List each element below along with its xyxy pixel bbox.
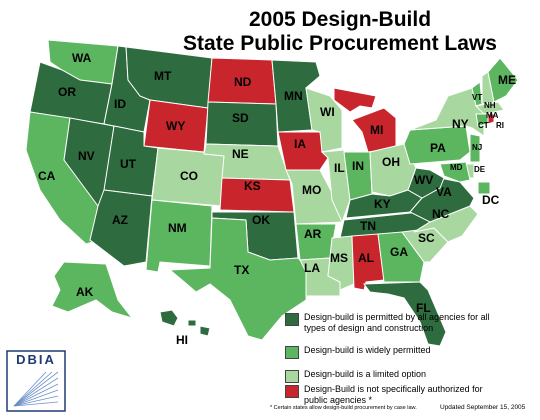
map-title-line2: State Public Procurement Laws	[183, 32, 497, 55]
label-wv: WV	[414, 173, 433, 187]
state-nj	[469, 133, 481, 163]
state-wv	[407, 167, 445, 199]
label-ms: MS	[330, 251, 348, 265]
label-ar: AR	[304, 227, 322, 241]
label-in: IN	[352, 159, 364, 173]
label-sc: SC	[418, 231, 435, 245]
state-labels: WA OR CA NV ID MT WY UT AZ CO NM ND SD N…	[38, 51, 516, 347]
label-ne: NE	[232, 147, 249, 161]
footnote: * Certain states allow design-build proc…	[270, 405, 417, 411]
label-nc: NC	[432, 207, 450, 221]
label-de: DE	[474, 165, 486, 174]
label-ca: CA	[38, 169, 56, 183]
legend-label-light-green: Design-build is a limited option	[304, 369, 427, 379]
label-sd: SD	[232, 111, 249, 125]
label-mn: MN	[284, 89, 303, 103]
label-dc: DC	[482, 193, 500, 207]
label-al: AL	[358, 251, 374, 265]
label-ma: MA	[486, 111, 499, 120]
label-pa: PA	[430, 141, 446, 155]
state-ia	[277, 131, 329, 171]
dbia-logo	[6, 350, 66, 412]
label-nm: NM	[168, 221, 187, 235]
label-ny: NY	[452, 117, 469, 131]
label-va: VA	[436, 185, 452, 199]
label-nh: NH	[484, 101, 496, 110]
label-mi: MI	[370, 123, 383, 137]
label-ia: IA	[294, 137, 306, 151]
state-shapes	[25, 39, 519, 347]
state-tx	[168, 217, 309, 341]
legend-swatch-light-green	[285, 370, 299, 383]
label-fl: FL	[416, 301, 431, 315]
label-ks: KS	[244, 179, 261, 193]
label-tx: TX	[234, 263, 249, 277]
label-la: LA	[304, 261, 320, 275]
state-nm	[145, 199, 213, 273]
map-title-line1: 2005 Design-Build	[248, 8, 432, 31]
state-me	[487, 57, 519, 103]
label-or: OR	[58, 85, 76, 99]
state-il	[320, 149, 351, 224]
label-nj: NJ	[472, 143, 482, 152]
label-nv: NV	[78, 149, 95, 163]
state-hi	[159, 309, 211, 337]
label-ut: UT	[120, 157, 137, 171]
legend-swatch-dark-green	[285, 313, 299, 326]
label-me: ME	[498, 73, 516, 87]
state-ri	[487, 113, 495, 125]
label-co: CO	[180, 169, 198, 183]
label-ri: RI	[496, 121, 504, 130]
state-mi	[333, 87, 397, 153]
legend-label-red: Design-Build is not specifically authori…	[304, 384, 483, 405]
label-ky: KY	[374, 197, 391, 211]
label-il: IL	[334, 161, 345, 175]
label-oh: OH	[382, 155, 400, 169]
label-wy: WY	[166, 119, 185, 133]
legend-label-dark-green: Design-build is permitted by all agencie…	[304, 312, 490, 333]
label-ga: GA	[390, 245, 408, 259]
legend-swatch-medium-green	[285, 346, 299, 359]
label-az: AZ	[112, 213, 128, 227]
state-md	[439, 161, 471, 183]
label-nd: ND	[234, 75, 252, 89]
label-hi: HI	[176, 333, 188, 347]
label-wa: WA	[72, 51, 92, 65]
state-ga	[377, 231, 425, 283]
state-fl	[363, 281, 447, 347]
label-mt: MT	[154, 69, 172, 83]
label-vt: VT	[472, 93, 482, 102]
legend-swatch-red	[285, 385, 299, 398]
label-ok: OK	[252, 213, 270, 227]
label-wi: WI	[320, 105, 335, 119]
updated-date: Updated September 15, 2005	[440, 404, 526, 411]
state-az	[89, 189, 153, 267]
state-dc	[477, 181, 491, 195]
state-ma	[474, 101, 505, 115]
state-wi	[305, 87, 343, 153]
label-md: MD	[450, 163, 463, 172]
label-ct: CT	[478, 121, 489, 130]
label-mo: MO	[302, 183, 321, 197]
label-id: ID	[114, 97, 126, 111]
label-tn: TN	[360, 219, 376, 233]
dbia-logo-text: DBIA	[16, 352, 56, 367]
legend-label-medium-green: Design-build is widely permitted	[304, 345, 431, 355]
label-ak: AK	[76, 285, 94, 299]
state-ak	[51, 261, 134, 319]
